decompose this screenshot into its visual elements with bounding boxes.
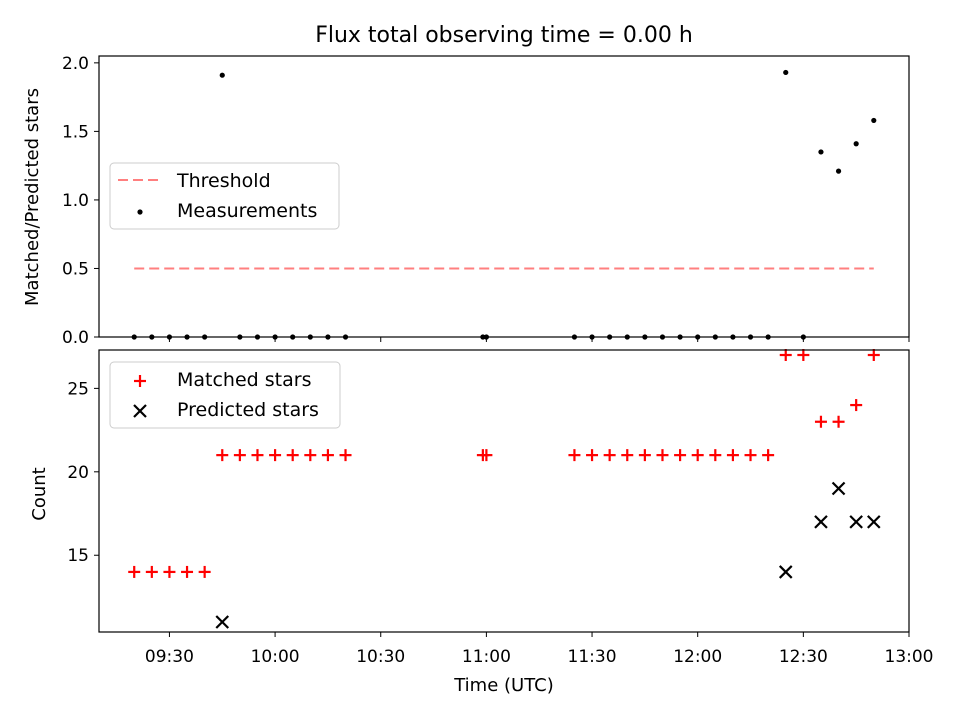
x-tick-label: 09:30 [145,647,194,667]
matched-star-point [181,565,194,578]
matched-star-point [480,449,493,462]
top-y-tick-label: 1.0 [62,191,89,211]
bottom-y-axis-label: Count [29,467,50,520]
top-legend-box [109,162,340,230]
matched-star-point [145,565,158,578]
x-tick-label: 10:00 [251,647,300,667]
top-y-axis-label: Matched/Predicted stars [22,88,43,306]
bottom-legend-box [109,361,341,429]
x-tick-label: 11:30 [568,647,617,667]
matched-star-point [251,449,264,462]
bottom-marks [128,349,881,629]
matched-star-point [691,449,704,462]
measurement-point [783,69,789,76]
predicted-star-point [867,515,881,529]
predicted-star-point [778,565,793,579]
legend-matched-swatch [134,375,146,387]
x-tick-label: 13:00 [885,647,934,667]
chart-title: Flux total observing time = 0.00 h [315,23,693,48]
bottom-legend: Matched stars Predicted stars [109,361,341,429]
matched-star-point [286,449,299,462]
predicted-star-b [215,615,230,629]
legend-predicted-swatch [133,404,147,418]
matched-star-point [744,449,757,462]
bottom-y-tick-label: 25 [67,379,89,399]
bottom-y-tick-label: 20 [67,463,89,483]
matched-star-point [867,349,880,362]
predicted-star-point [215,615,230,629]
top-y-ticks: 0.0 0.5 1.0 1.5 2.0 [62,54,99,348]
predicted-star-b [778,565,793,579]
top-y-tick-label: 0.0 [62,328,89,348]
measurement-point [871,117,877,124]
x-tick-label: 12:00 [673,647,722,667]
x-axis-label: Time (UTC) [453,675,554,696]
legend-measurements-swatch [137,209,143,215]
top-y-tick-label: 1.5 [62,122,89,142]
matched-star-point [163,565,176,578]
matched-star-point [216,449,229,462]
top-x-ticks [168,337,910,342]
x-tick-label: 11:00 [462,647,511,667]
top-legend: Threshold Measurements [109,162,340,230]
bottom-y-ticks: 15 20 25 [67,379,99,566]
legend-matched-label: Matched stars [177,369,311,391]
predicted-star-b [867,515,881,529]
matched-star-point [762,449,775,462]
matched-star-point [797,349,810,362]
matched-star-point [779,349,792,362]
matched-star-point [233,449,246,462]
matched-star-point [638,449,651,462]
top-y-tick-label: 0.5 [62,259,89,279]
predicted-star-point [849,515,863,529]
measurement-point [835,168,842,174]
matched-star-point [850,399,863,412]
matched-star-point [339,449,352,462]
legend-measurements-label: Measurements [177,200,317,222]
top-y-tick-label: 2.0 [62,54,89,74]
legend-predicted-label: Predicted stars [177,399,319,421]
predicted-star-b [849,515,863,529]
top-panel: 0.00.51.01.52.0 Matched/Predicted stars … [22,54,910,348]
bottom-y-tick-label: 15 [67,546,89,566]
predicted-star-point [831,481,846,496]
bottom-x-ticks: 09:30 10:00 10:30 11:00 11:30 12:00 12:30 13:00 [145,632,934,667]
matched-star-point [321,449,334,462]
top-axes-frame [98,55,910,338]
legend-threshold-label: Threshold [176,170,271,192]
x-tick-label: 10:30 [356,647,405,667]
measurement-point [818,149,824,155]
matched-star-point [814,415,827,428]
bottom-panel: 15 20 25 09:30 10:00 10:30 11:00 11:30 12:00 12:… [29,349,934,696]
matched-star-point [709,449,722,462]
x-tick-label: 12:30 [779,647,828,667]
measurement-point [219,72,225,78]
bottom-axes-frame [98,349,910,633]
matched-star-point [726,449,739,462]
predicted-star-b [814,515,828,529]
matched-star-point [568,449,581,462]
matched-star-point [832,415,845,428]
matched-star-point [304,449,317,462]
matched-star-point [674,449,687,462]
predicted-star-point [814,515,828,529]
matched-star-point [621,449,634,462]
matched-star-point [603,449,616,462]
matched-star-point [198,565,211,578]
measurement-point [853,141,859,147]
predicted-star-b [831,481,846,496]
matched-star-point [269,449,282,462]
matched-star-point [128,565,141,578]
matched-star-point [656,449,669,462]
matched-star-point [586,449,599,462]
